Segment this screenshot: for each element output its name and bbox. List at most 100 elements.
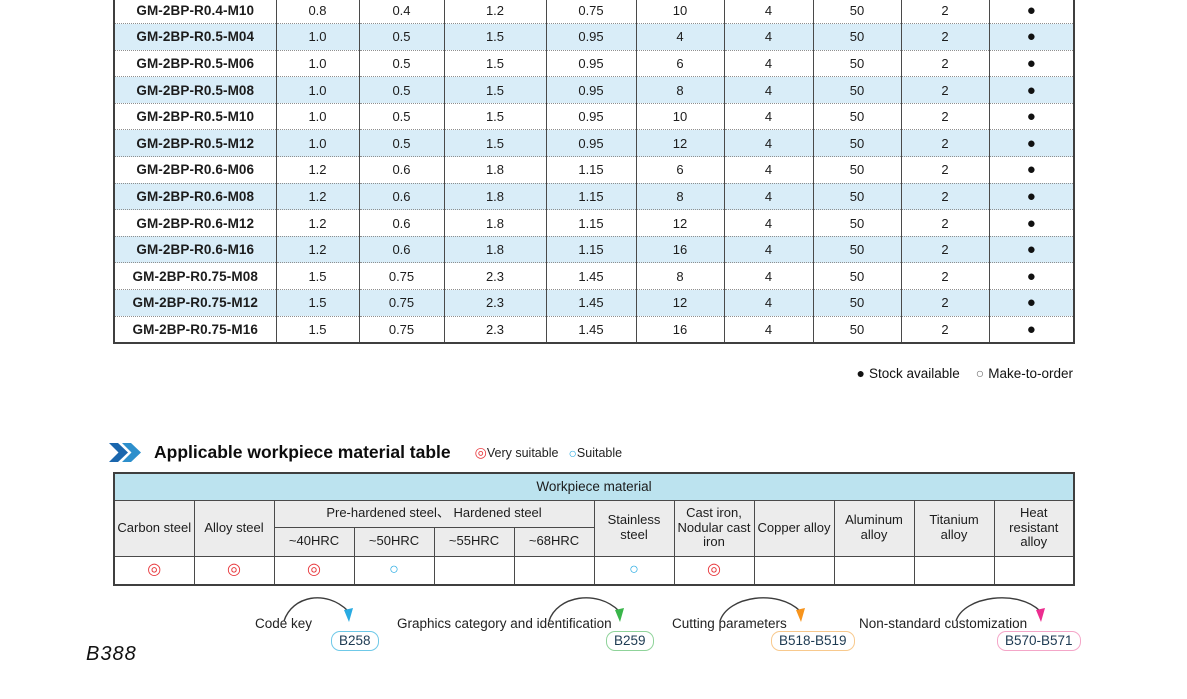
stock-available-icon: ● xyxy=(989,76,1075,104)
spec-row: GM-2BP-R0.5-M10 1.0 0.5 1.5 0.95 10 4 50 2 ● xyxy=(114,103,1075,131)
very-suitable-icon: ◎ xyxy=(193,555,275,586)
spec-value: 0.95 xyxy=(546,103,637,131)
suitable-label: Suitable xyxy=(576,445,623,460)
spec-value: 4 xyxy=(724,316,814,344)
col-stainless-steel: Stainless steel xyxy=(593,499,675,557)
stock-available-icon: ● xyxy=(989,209,1075,237)
spec-value: 50 xyxy=(813,103,902,131)
spec-row: GM-2BP-R0.5-M04 1.0 0.5 1.5 0.95 4 4 50 2 ● xyxy=(114,23,1075,51)
model-code: GM-2BP-R0.75-M16 xyxy=(114,316,277,344)
curved-arrow-icon xyxy=(283,597,353,622)
spec-value: 0.95 xyxy=(546,23,637,51)
spec-value: 2 xyxy=(901,76,990,104)
spec-value: 1.0 xyxy=(276,76,360,104)
spec-value: 50 xyxy=(813,23,902,51)
spec-row: GM-2BP-R0.6-M12 1.2 0.6 1.8 1.15 12 4 50 2 ● xyxy=(114,209,1075,237)
make-to-order-label: Make-to-order xyxy=(988,366,1073,381)
model-code: GM-2BP-R0.5-M12 xyxy=(114,129,277,158)
footer-link-label: Cutting parameters xyxy=(672,616,787,631)
spec-value: 50 xyxy=(813,316,902,344)
very-suitable-label: Very suitable xyxy=(486,445,559,460)
model-code: GM-2BP-R0.5-M10 xyxy=(114,103,277,131)
footer-link-label: Non-standard customization xyxy=(859,616,1028,631)
stock-available-icon: ● xyxy=(989,0,1075,25)
spec-value: 50 xyxy=(813,50,902,78)
spec-value: 4 xyxy=(724,103,814,131)
very-suitable-icon: ◎ xyxy=(273,555,355,586)
spec-value: 2 xyxy=(901,316,990,344)
col-copper-alloy: Copper alloy xyxy=(753,499,835,557)
spec-value: 4 xyxy=(724,156,814,184)
spec-value: 16 xyxy=(636,236,725,264)
spec-value: 2 xyxy=(901,262,990,291)
double-chevron-icon xyxy=(109,441,145,464)
rating-empty-cell xyxy=(433,555,515,586)
stock-available-icon: ● xyxy=(989,103,1075,131)
stock-available-icon: ● xyxy=(989,262,1075,291)
spec-value: 1.45 xyxy=(546,289,637,317)
spec-row: GM-2BP-R0.4-M10 0.8 0.4 1.2 0.75 10 4 50 2 ● xyxy=(114,0,1075,25)
page-reference-badge[interactable]: B259 xyxy=(606,631,654,651)
col-aluminum-alloy: Aluminum alloy xyxy=(833,499,915,557)
suitable-icon: ○ xyxy=(568,444,577,461)
very-suitable-icon: ◎ xyxy=(474,444,487,460)
spec-row: GM-2BP-R0.75-M16 1.5 0.75 2.3 1.45 16 4 50 2 ● xyxy=(114,316,1075,344)
model-code: GM-2BP-R0.6-M06 xyxy=(114,156,277,184)
spec-value: 50 xyxy=(813,129,902,158)
col-cast-iron: Cast iron, Nodular cast iron xyxy=(673,499,755,557)
make-to-order-icon: ○ xyxy=(975,365,985,381)
spec-value: 2 xyxy=(901,103,990,131)
spec-value: 50 xyxy=(813,76,902,104)
spec-value: 2 xyxy=(901,183,990,211)
page-reference-badge[interactable]: B258 xyxy=(331,631,379,651)
page-reference-badge[interactable]: B570-B571 xyxy=(997,631,1081,651)
model-code: GM-2BP-R0.75-M08 xyxy=(114,262,277,291)
spec-value: 2 xyxy=(901,50,990,78)
spec-row: GM-2BP-R0.6-M08 1.2 0.6 1.8 1.15 8 4 50 2 ● xyxy=(114,183,1075,211)
spec-value: 12 xyxy=(636,289,725,317)
spec-value: 0.5 xyxy=(359,50,445,78)
spec-value: 8 xyxy=(636,76,725,104)
spec-row: GM-2BP-R0.6-M06 1.2 0.6 1.8 1.15 6 4 50 2 ● xyxy=(114,156,1075,184)
spec-value: 1.15 xyxy=(546,156,637,184)
suitability-legend: ◎ Very suitable ○ Suitable xyxy=(465,444,622,461)
page-reference-badge[interactable]: B518-B519 xyxy=(771,631,855,651)
spec-value: 1.0 xyxy=(276,23,360,51)
spec-value: 1.0 xyxy=(276,129,360,158)
col-hrc: ~68HRC xyxy=(513,526,595,557)
col-hrc: ~40HRC xyxy=(273,526,355,557)
rating-empty-cell xyxy=(913,555,995,586)
spec-value: 0.95 xyxy=(546,129,637,158)
stock-available-icon: ● xyxy=(989,183,1075,211)
spec-value: 50 xyxy=(813,209,902,237)
spec-value: 2 xyxy=(901,129,990,158)
rating-empty-cell xyxy=(833,555,915,586)
spec-value: 0.6 xyxy=(359,209,445,237)
spec-value: 1.0 xyxy=(276,50,360,78)
spec-value: 4 xyxy=(724,289,814,317)
spec-value: 0.95 xyxy=(546,50,637,78)
spec-value: 1.45 xyxy=(546,316,637,344)
col-group-hardened-steel: Pre-hardened steel、 Hardened steel xyxy=(273,499,595,528)
spec-row: GM-2BP-R0.5-M06 1.0 0.5 1.5 0.95 6 4 50 2 ● xyxy=(114,50,1075,78)
spec-value: 1.5 xyxy=(444,50,547,78)
spec-value: 4 xyxy=(724,183,814,211)
page-number: B388 xyxy=(86,643,137,665)
curved-arrow-icon xyxy=(719,597,805,622)
rating-empty-cell xyxy=(513,555,595,586)
stock-available-icon: ● xyxy=(856,365,865,381)
spec-value: 50 xyxy=(813,236,902,264)
spec-value: 2 xyxy=(901,236,990,264)
spec-value: 50 xyxy=(813,262,902,291)
suitable-icon: ○ xyxy=(593,555,675,586)
col-titanium-alloy: Titanium alloy xyxy=(913,499,995,557)
spec-value: 1.15 xyxy=(546,236,637,264)
spec-value: 2.3 xyxy=(444,289,547,317)
spec-value: 1.5 xyxy=(444,23,547,51)
spec-row: GM-2BP-R0.75-M08 1.5 0.75 2.3 1.45 8 4 50 2 ● xyxy=(114,262,1075,291)
spec-value: 0.4 xyxy=(359,0,445,25)
spec-value: 0.5 xyxy=(359,76,445,104)
spec-value: 2.3 xyxy=(444,262,547,291)
spec-value: 0.5 xyxy=(359,103,445,131)
